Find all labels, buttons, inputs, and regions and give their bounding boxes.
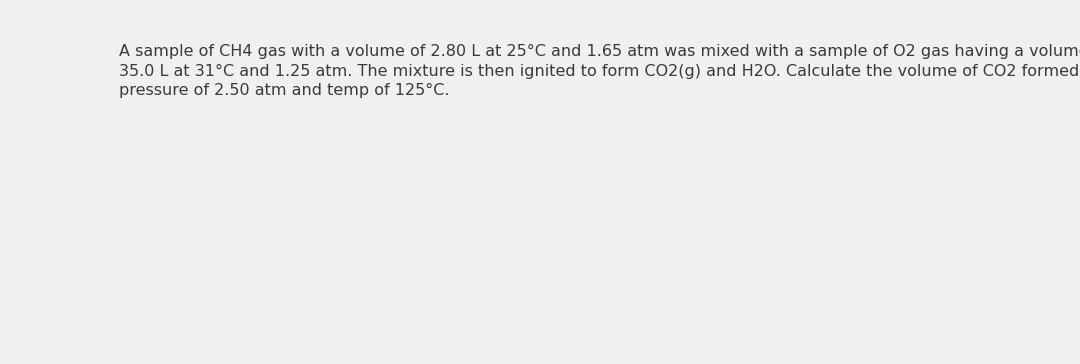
Text: A sample of CH4 gas with a volume of 2.80 L at 25°C and 1.65 atm was mixed with : A sample of CH4 gas with a volume of 2.8… (119, 44, 1080, 98)
